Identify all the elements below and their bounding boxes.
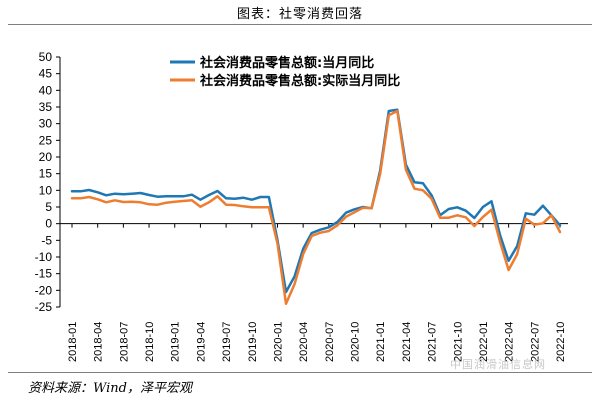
x-tick-label: 2022-10 [555,322,567,362]
x-tick-label: 2019-07 [221,322,233,362]
x-tick-label: 2022-04 [504,322,516,362]
y-tick-label: 0 [45,217,52,231]
x-tick-label: 2020-04 [298,322,310,362]
x-tick-label: 2022-07 [529,322,541,362]
x-tick-label: 2021-01 [375,322,387,362]
title-divider [8,24,592,25]
x-tick-label: 2020-07 [324,322,336,362]
x-tick-label: 2019-10 [247,322,259,362]
y-tick-label: -10 [35,250,53,264]
x-tick-label: 2022-01 [478,322,490,362]
y-tick-label: -25 [35,300,53,314]
y-tick-label: 5 [45,200,52,214]
y-tick-label: 35 [39,100,53,114]
y-tick-label: 50 [39,50,53,64]
y-tick-label: 10 [39,183,53,197]
x-tick-label: 2021-07 [427,322,439,362]
y-tick-label: 25 [39,133,53,147]
x-tick-label: 2018-07 [118,322,130,362]
x-axis-ticks: 2018-01 2018-04 2018-07 2018-10 2019-01 2019-… [67,223,567,362]
y-tick-label: -20 [35,283,53,297]
y-tick-label: 20 [39,150,53,164]
x-tick-label: 2019-01 [170,322,182,362]
x-tick-label: 2018-10 [144,322,156,362]
y-tick-label: 15 [39,167,53,181]
chart-title: 图表：社零消费回落 [236,7,363,22]
x-tick-label: 2021-10 [452,322,464,362]
x-tick-label: 2020-10 [350,322,362,362]
series-lines [70,108,562,305]
legend-label-series-1: 社会消费品零售总额:当月同比 [199,55,374,71]
watermark: 中国润滑油信息网 [450,358,546,371]
chart-axes [59,57,568,307]
y-tick-label: 45 [39,67,53,81]
x-tick-label: 2021-04 [401,322,413,362]
x-tick-label: 2018-01 [67,322,79,362]
chart-legend: 社会消费品零售总额:当月同比 社会消费品零售总额:实际当月同比 [170,55,400,89]
footer-divider [8,372,592,373]
y-tick-label: -15 [35,267,53,281]
legend-label-series-2: 社会消费品零售总额:实际当月同比 [199,73,400,89]
y-tick-label: 30 [39,117,53,131]
source-note: 资料来源：Wind，泽平宏观 [28,381,192,396]
y-axis-ticks: -25 -20 -15 -10 -5 0 5 10 15 20 25 30 35 40 45 50 [35,50,60,314]
x-tick-label: 2019-04 [195,322,207,362]
y-tick-label: 40 [39,83,53,97]
series-line-1 [70,108,562,294]
x-tick-label: 2018-04 [93,322,105,362]
y-tick-label: -5 [41,233,52,247]
series-line-2 [70,109,562,305]
x-tick-label: 2020-01 [272,322,284,362]
